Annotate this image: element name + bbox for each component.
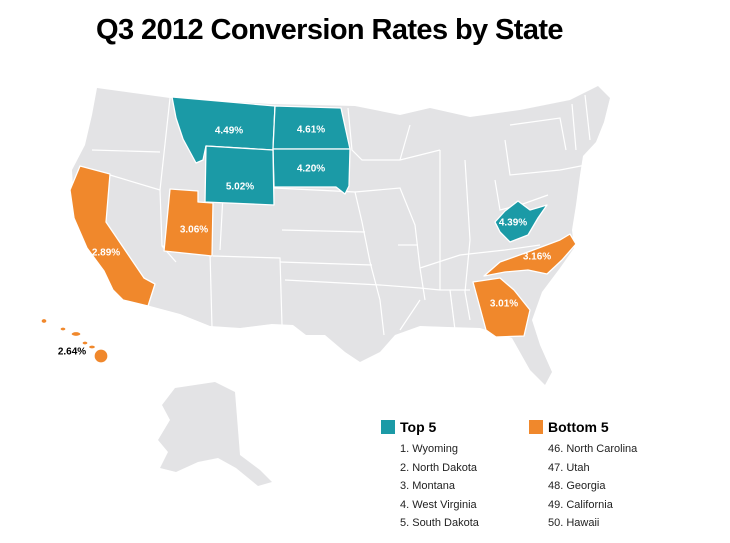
state-georgia[interactable]	[472, 277, 531, 338]
state-hawaii[interactable]	[40, 317, 109, 364]
legend-item: 50. Hawaii	[548, 517, 600, 529]
label-utah: 3.06%	[180, 225, 208, 236]
alaska	[158, 382, 272, 486]
legend-item: 48. Georgia	[548, 480, 606, 492]
legend-item: 4. West Virginia	[400, 498, 477, 511]
label-south-dakota: 4.20%	[297, 164, 325, 175]
legend-item: 2. North Dakota	[400, 461, 478, 474]
label-california: 2.89%	[92, 248, 120, 259]
legend-list-bottom: 46. North Carolina 47. Utah 48. Georgia …	[548, 440, 637, 533]
legend-item: 46. North Carolina	[548, 443, 638, 455]
state-utah[interactable]	[163, 188, 214, 257]
legend-item: 5. South Dakota	[400, 517, 479, 529]
legend-bottom-5: Bottom 5 46. North Carolina 47. Utah 48.…	[529, 419, 637, 533]
label-west-virginia: 4.39%	[499, 218, 527, 229]
map-title: Q3 2012 Conversion Rates by State	[96, 14, 564, 46]
state-west-virginia[interactable]	[494, 200, 548, 243]
legend-title-bottom: Bottom 5	[548, 419, 609, 435]
state-california[interactable]	[69, 165, 156, 307]
label-north-dakota: 4.61%	[297, 125, 325, 136]
label-georgia: 3.01%	[490, 299, 518, 310]
label-north-carolina: 3.16%	[523, 252, 551, 263]
legend-item: 47. Utah	[548, 461, 590, 474]
label-hawaii: 2.64%	[58, 347, 86, 358]
legend-swatch-top	[381, 420, 395, 434]
legend-top-5: Top 5 1. Wyoming 2. North Dakota 3. Mont…	[381, 419, 479, 533]
label-wyoming: 5.02%	[226, 182, 254, 193]
legend-item: 49. California	[548, 498, 613, 511]
legend-item: 1. Wyoming	[400, 443, 458, 455]
legend-swatch-bottom	[529, 420, 543, 434]
label-montana: 4.49%	[215, 126, 243, 137]
state-north-carolina[interactable]	[483, 233, 577, 277]
state-wyoming[interactable]	[204, 145, 275, 206]
legend-item: 3. Montana	[400, 480, 456, 492]
legend-list-top: 1. Wyoming 2. North Dakota 3. Montana 4.…	[400, 440, 479, 533]
legend-title-top: Top 5	[400, 419, 437, 435]
